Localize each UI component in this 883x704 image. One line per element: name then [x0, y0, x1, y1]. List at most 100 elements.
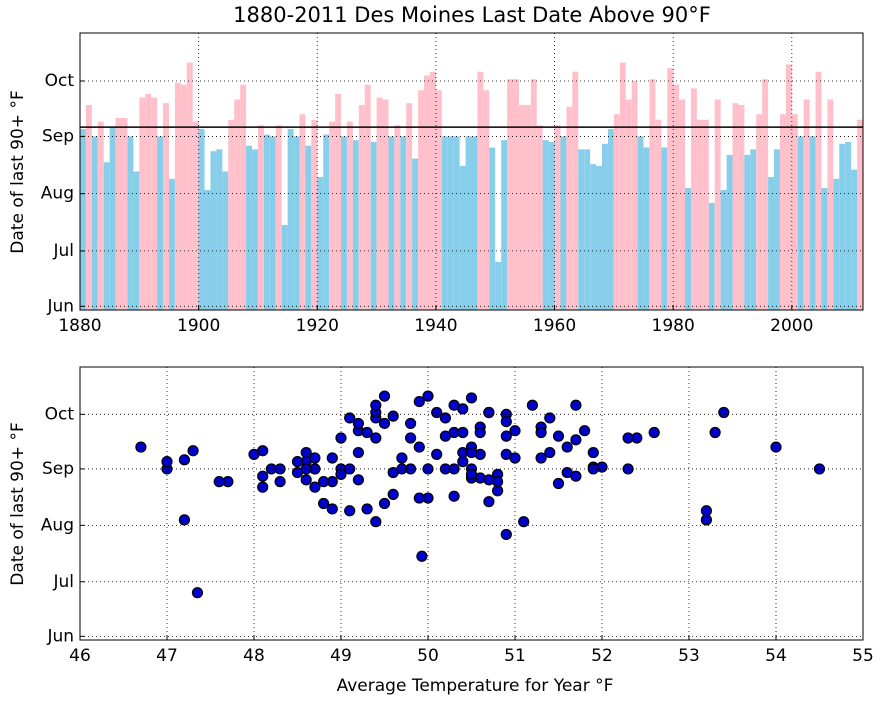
bar	[774, 149, 780, 310]
point	[178, 454, 190, 466]
point	[483, 474, 495, 486]
bar	[750, 149, 757, 310]
bar	[412, 158, 419, 310]
bar	[625, 99, 632, 310]
bar	[690, 88, 697, 311]
bar	[851, 169, 858, 310]
x-tick-label: 1920	[296, 316, 339, 336]
bar	[198, 129, 205, 310]
point	[448, 399, 460, 411]
point	[413, 395, 425, 408]
bar	[702, 119, 709, 310]
point	[361, 426, 373, 439]
point	[257, 470, 269, 482]
bar	[465, 136, 472, 310]
point	[335, 468, 347, 480]
bar	[542, 140, 549, 310]
y-axis-label: Date of last 90+ °F	[8, 422, 28, 585]
point	[387, 410, 399, 422]
bar	[513, 79, 519, 311]
chart-title: 1880-2011 Des Moines Last Date Above 90°…	[233, 3, 711, 27]
bar	[109, 127, 116, 311]
bar	[299, 114, 306, 311]
point	[405, 432, 417, 444]
bar	[845, 141, 852, 310]
point	[570, 399, 582, 411]
bar	[821, 188, 828, 310]
point	[326, 503, 338, 515]
bar	[536, 125, 543, 310]
bar	[489, 147, 496, 310]
bar	[584, 149, 591, 310]
point	[352, 474, 364, 486]
point	[300, 446, 312, 459]
bar	[857, 119, 863, 310]
x-tick-label: 52	[591, 646, 613, 666]
point	[413, 441, 425, 453]
bar	[756, 114, 763, 311]
x-axis-label: Average Temperature for Year °F	[337, 676, 614, 696]
bar	[809, 136, 816, 310]
bar	[252, 149, 258, 310]
point	[191, 587, 204, 599]
point	[474, 426, 486, 439]
point	[535, 452, 547, 464]
bar	[394, 125, 401, 310]
point	[700, 505, 713, 517]
x-tick-label: 49	[330, 646, 352, 666]
point	[552, 430, 565, 442]
point	[465, 468, 478, 480]
point	[352, 417, 364, 430]
bar	[157, 136, 164, 310]
point	[416, 550, 428, 562]
bar	[602, 143, 608, 310]
bar	[714, 99, 721, 310]
bar	[429, 71, 436, 310]
bar	[133, 171, 140, 310]
bar	[744, 154, 751, 310]
point	[396, 452, 408, 464]
bar	[382, 99, 389, 310]
x-tick-label: 1960	[533, 316, 576, 336]
point	[370, 432, 382, 444]
point	[187, 445, 199, 457]
point	[561, 441, 573, 453]
point	[370, 399, 382, 411]
bar	[121, 117, 128, 311]
bar	[518, 105, 525, 311]
bar	[346, 121, 353, 310]
point	[709, 426, 721, 439]
point	[526, 399, 539, 411]
bar	[779, 114, 786, 311]
x-tick-label: 1980	[652, 316, 695, 336]
bar	[400, 136, 407, 310]
point	[509, 452, 521, 464]
bar	[370, 141, 377, 310]
bar	[607, 129, 614, 310]
bar	[293, 136, 300, 310]
bar	[637, 136, 644, 310]
bar	[335, 93, 341, 310]
bar	[590, 164, 597, 310]
bar	[839, 143, 846, 310]
point	[431, 448, 443, 460]
bar	[483, 90, 490, 310]
bar	[613, 114, 620, 311]
bar	[281, 225, 288, 310]
bar	[388, 136, 395, 310]
point	[500, 528, 512, 541]
y-tick-label: Sep	[42, 459, 74, 479]
bar	[115, 117, 122, 311]
bar	[530, 79, 537, 311]
bar	[269, 136, 276, 310]
bar	[174, 82, 181, 310]
point	[361, 503, 373, 515]
x-tick-label: 54	[765, 646, 787, 666]
point	[352, 446, 364, 459]
bar	[554, 125, 561, 310]
point	[396, 463, 408, 475]
bar	[696, 119, 703, 310]
x-tick-label: 55	[852, 646, 874, 666]
point	[465, 446, 478, 459]
